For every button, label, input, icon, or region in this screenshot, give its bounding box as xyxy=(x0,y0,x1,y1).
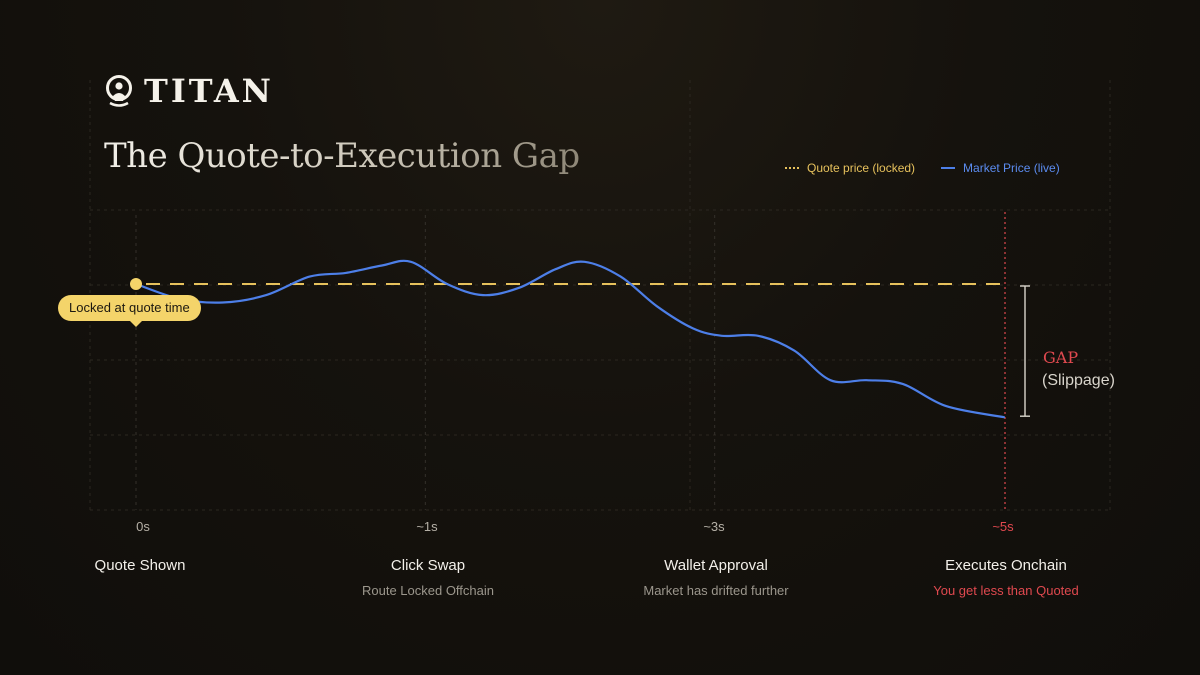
legend-item-quote: Quote price (locked) xyxy=(785,161,915,175)
stage-executes-onchain: Executes Onchain You get less than Quote… xyxy=(886,557,1126,598)
stage-sub: Route Locked Offchain xyxy=(361,583,494,598)
x-tick-5s: ~5s xyxy=(992,519,1014,534)
market-price-line xyxy=(134,259,1006,419)
legend: Quote price (locked) Market Price (live) xyxy=(785,161,1060,175)
locked-quote-point xyxy=(130,278,142,290)
stage-quote-shown: Quote Shown xyxy=(20,557,260,574)
titan-logo: TITAN xyxy=(104,72,274,110)
stage-wallet-approval: Wallet Approval Market has drifted furth… xyxy=(596,557,836,598)
stage-name: Click Swap xyxy=(390,557,466,574)
stage-sub: Market has drifted further xyxy=(643,583,789,598)
stage-name: Wallet Approval xyxy=(664,557,768,574)
x-tick-0s: 0s xyxy=(136,519,150,534)
locked-at-quote-badge: Locked at quote time xyxy=(58,295,201,327)
stage-name: Executes Onchain xyxy=(945,557,1067,574)
legend-swatch-market xyxy=(941,167,956,169)
brand-name: TITAN xyxy=(144,72,274,110)
gap-label: GAP xyxy=(1043,348,1079,367)
legend-swatch-quote xyxy=(785,167,799,169)
x-tick-1s: ~1s xyxy=(416,519,438,534)
stage-name: Quote Shown xyxy=(94,557,186,574)
legend-label-quote: Quote price (locked) xyxy=(807,161,916,175)
slippage-label: (Slippage) xyxy=(1042,372,1115,389)
titan-mark-icon xyxy=(106,75,132,107)
page-title: The Quote-to-Execution Gap xyxy=(104,136,580,176)
legend-label-market: Market Price (live) xyxy=(963,161,1060,175)
legend-item-market: Market Price (live) xyxy=(941,161,1060,175)
stage-click-swap: Click Swap Route Locked Offchain xyxy=(308,557,548,598)
x-tick-3s: ~3s xyxy=(703,519,725,534)
stage-sub: You get less than Quoted xyxy=(933,583,1079,598)
